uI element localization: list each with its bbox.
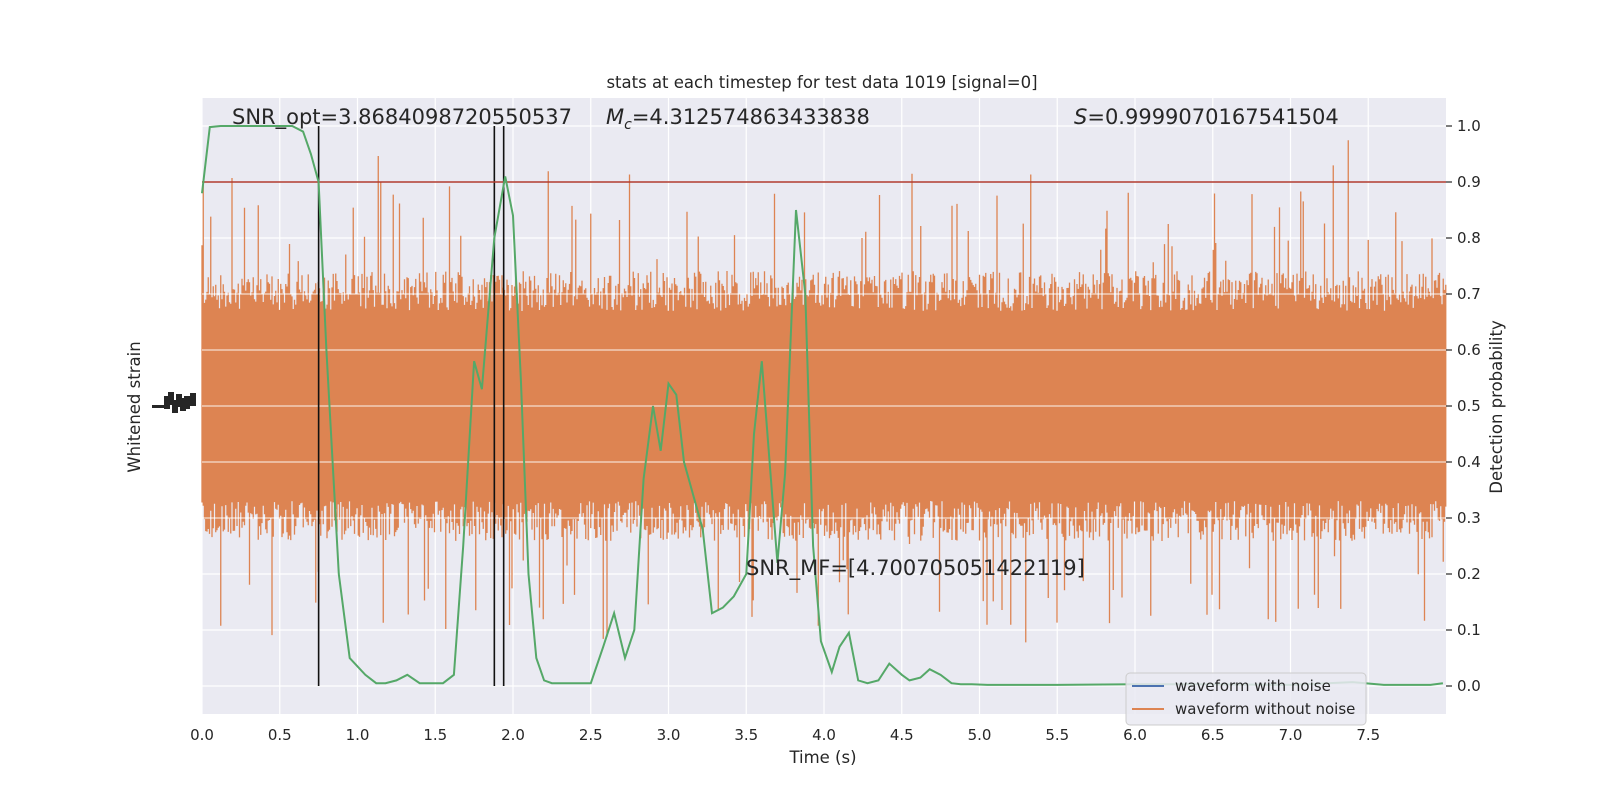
x-tick-label: 7.0: [1279, 726, 1303, 744]
y-tick-label: 0.0: [1457, 677, 1481, 695]
y-tick-label: 0.7: [1457, 285, 1481, 303]
x-tick-label: 4.0: [812, 726, 836, 744]
x-tick-label: 2.0: [501, 726, 525, 744]
x-tick-label: 1.5: [423, 726, 447, 744]
mc-symbol: M: [606, 105, 624, 129]
y-tick-label: 0.5: [1457, 397, 1481, 415]
x-tick-label: 4.5: [890, 726, 914, 744]
x-tick-label: 3.0: [657, 726, 681, 744]
x-tick-label: 6.0: [1123, 726, 1147, 744]
legend: waveform with noise waveform without noi…: [1125, 672, 1367, 726]
y-right-axis-label: Detection probability: [1487, 320, 1506, 494]
noise-band: [201, 140, 1447, 643]
snr-mf-annotation: SNR_MF=[4.700705051422119]: [746, 556, 1085, 581]
y-tick-label: 0.3: [1457, 509, 1481, 527]
vertical-lines: [317, 126, 505, 686]
mc-subscript: c: [624, 117, 632, 133]
y-tick-label: 0.1: [1457, 621, 1481, 639]
y-tick-label: 1.0: [1457, 117, 1481, 135]
s-annotation: S=0.9999070167541504: [1074, 105, 1339, 129]
x-axis-label: Time (s): [788, 748, 856, 767]
y-tick-label: 0.2: [1457, 565, 1481, 583]
left-tick-glyph: [168, 392, 174, 405]
s-symbol: S: [1074, 105, 1087, 129]
legend-label-without-noise: waveform without noise: [1175, 700, 1355, 718]
left-tick-glyph: [184, 396, 190, 409]
x-tick-label: 5.0: [968, 726, 992, 744]
y-tick-label: 0.8: [1457, 229, 1481, 247]
x-tick-label: 5.5: [1045, 726, 1069, 744]
snr-opt-annotation: SNR_opt=3.8684098720550537: [232, 105, 572, 130]
y-tick-label: 0.6: [1457, 341, 1481, 359]
legend-label-with-noise: waveform with noise: [1175, 677, 1331, 695]
chirp-mass-annotation: Mc=4.312574863433838: [606, 105, 870, 133]
y-tick-label: 0.9: [1457, 173, 1481, 191]
x-tick-label: 6.5: [1201, 726, 1225, 744]
s-value: =0.9999070167541504: [1087, 105, 1338, 129]
x-axis-ticks: 0.0 0.5 1.0 1.5 2.0 2.5 3.0 3.5 4.0 4.5 5.0 5.5 6.0 6…: [190, 726, 1380, 744]
chart-title: stats at each timestep for test data 101…: [606, 73, 1037, 92]
y-right-axis-ticks: 0.0 0.1 0.2 0.3 0.4 0.5 0.6 0.7 0.8 0.9 1.0: [1446, 117, 1481, 695]
x-tick-label: 0.0: [190, 726, 214, 744]
left-tick-glyph: [164, 396, 170, 409]
left-tick-glyph: [190, 393, 196, 406]
left-tick-glyph: [152, 405, 166, 408]
x-tick-label: 3.5: [734, 726, 758, 744]
x-tick-label: 2.5: [579, 726, 603, 744]
x-tick-label: 0.5: [268, 726, 292, 744]
legend-box: [1125, 672, 1367, 726]
left-tick-glyph: [180, 398, 186, 411]
left-tick-cluster: [152, 392, 196, 413]
mc-value: =4.312574863433838: [632, 105, 870, 129]
y-tick-label: 0.4: [1457, 453, 1481, 471]
left-tick-glyph: [172, 400, 178, 413]
x-tick-label: 1.0: [346, 726, 370, 744]
left-tick-glyph: [176, 394, 182, 407]
probability-line: [201, 125, 1444, 686]
y-left-axis-label: Whitened strain: [125, 341, 144, 472]
x-tick-label: 7.5: [1356, 726, 1380, 744]
